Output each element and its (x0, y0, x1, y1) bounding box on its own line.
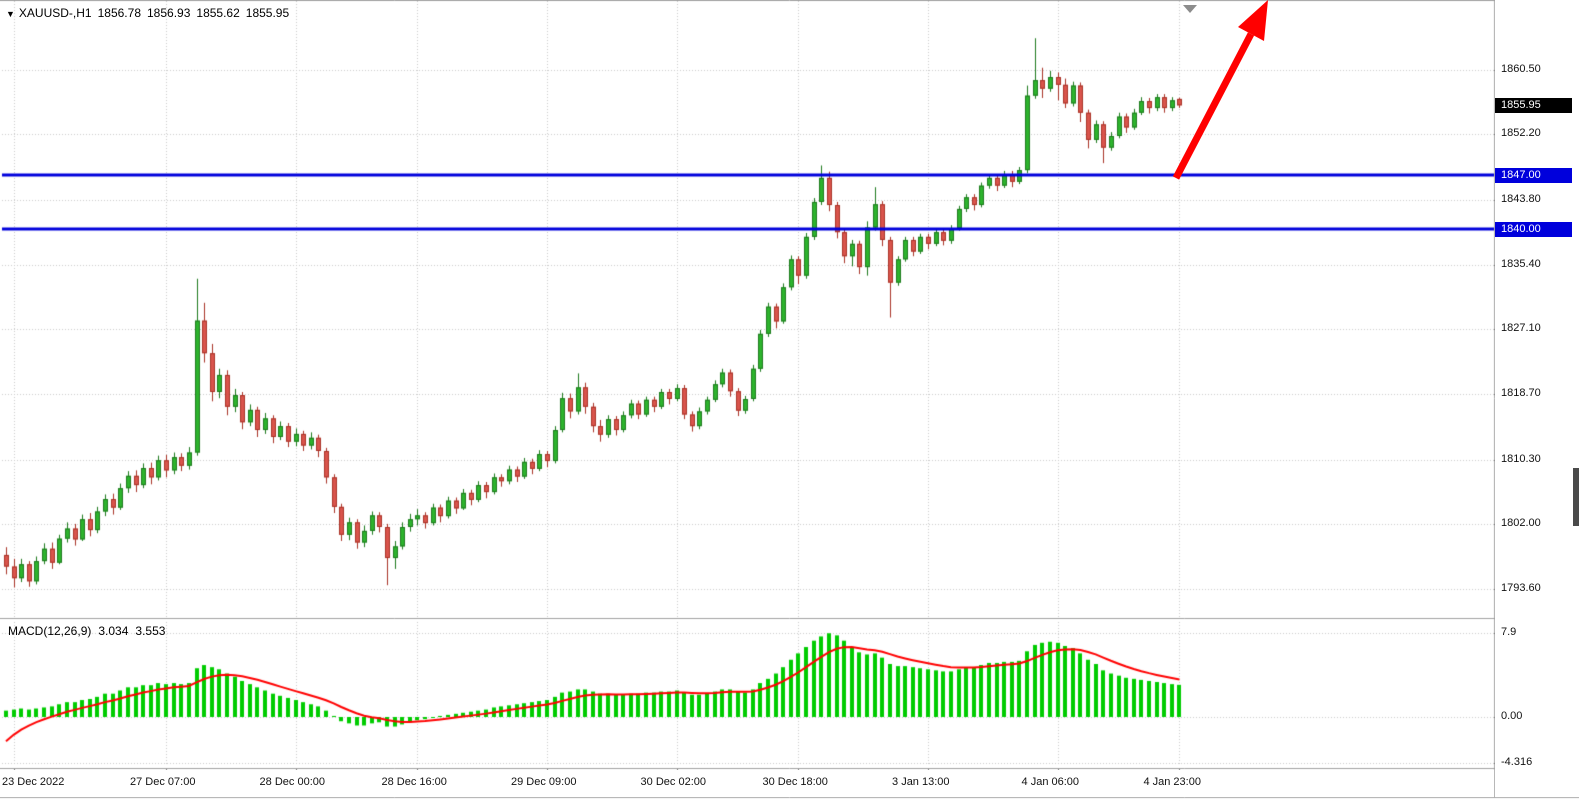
scrollbar-thumb[interactable] (1573, 468, 1579, 526)
ohlc-high-value: 1856.93 (147, 6, 191, 20)
price-axis-label: 1793.60 (1501, 582, 1541, 595)
price-axis-label: 1827.10 (1501, 322, 1541, 335)
time-axis-label: 23 Dec 2022 (2, 776, 65, 788)
price-axis-label: 1860.50 (1501, 63, 1541, 76)
time-axis-label: 28 Dec 16:00 (381, 776, 447, 788)
macd-name: MACD(12,26,9) (8, 624, 92, 638)
time-axis-label: 27 Dec 07:00 (130, 776, 196, 788)
price-axis-label: 1843.80 (1501, 192, 1541, 205)
price-axis-label: 1810.30 (1501, 452, 1541, 465)
chart-shift-marker-icon[interactable] (1183, 5, 1197, 13)
time-axis-label: 30 Dec 02:00 (640, 776, 706, 788)
macd-axis-label: 0.00 (1501, 710, 1523, 722)
level-price-tag: 1840.00 (1495, 222, 1572, 238)
ohlc-close-value: 1855.95 (245, 6, 290, 20)
ohlc-header: ▼ XAUUSD-,H1 1856.78 1856.93 1855.62 1855.95 (6, 6, 289, 20)
ohlc-low-value: 1855.62 (196, 6, 240, 20)
time-axis-label: 30 Dec 18:00 (762, 776, 828, 788)
level-price-tag: 1847.00 (1495, 167, 1572, 183)
time-axis[interactable]: 23 Dec 2022 27 Dec 07:00 28 Dec 00:00 28 De… (0, 770, 1494, 797)
price-axis-label: 1852.20 (1501, 127, 1541, 140)
time-axis-label: 29 Dec 09:00 (511, 776, 577, 788)
macd-signal-value: 3.553 (135, 624, 166, 638)
macd-indicator-label: MACD(12,26,9) 3.034 3.553 (8, 624, 165, 638)
price-axis-label: 1835.40 (1501, 257, 1541, 270)
price-axis[interactable]: 1855.95 1847.00 1840.00 1860.50 1852.20 18… (1495, 0, 1579, 797)
symbol-label: XAUUSD-,H1 (18, 6, 92, 20)
time-axis-label: 28 Dec 00:00 (259, 776, 325, 788)
macd-main-value: 3.034 (98, 624, 129, 638)
price-axis-label: 1802.00 (1501, 516, 1541, 529)
symbol-dropdown-icon[interactable]: ▼ (6, 9, 15, 19)
time-axis-label: 3 Jan 13:00 (892, 776, 950, 788)
price-axis-label: 1818.70 (1501, 387, 1541, 400)
current-price-tag: 1855.95 (1495, 98, 1572, 114)
ohlc-open-value: 1856.78 (97, 6, 141, 20)
time-axis-label: 4 Jan 06:00 (1021, 776, 1080, 788)
macd-axis-label: 7.9 (1501, 626, 1517, 639)
macd-axis-label: -4.316 (1501, 755, 1533, 768)
time-axis-label: 4 Jan 23:00 (1143, 776, 1201, 788)
